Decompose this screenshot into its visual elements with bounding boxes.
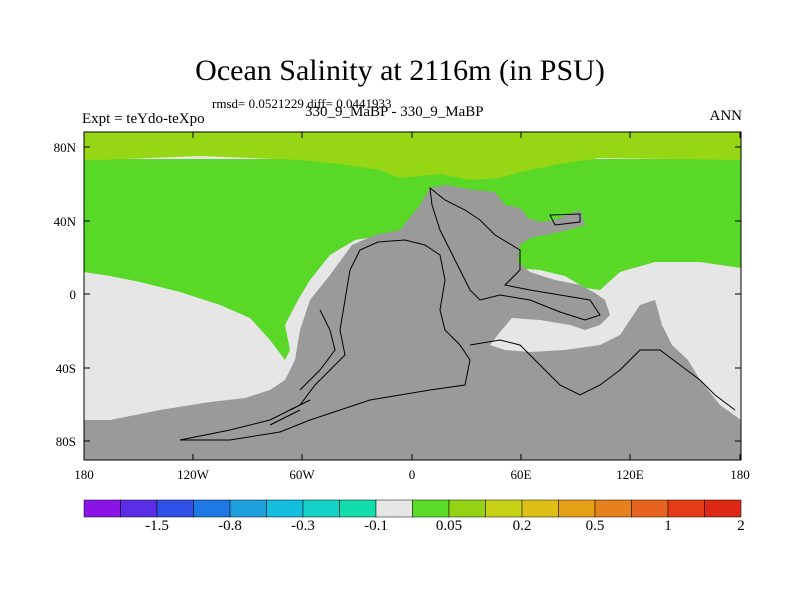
colorbar-label: -0.8 <box>218 518 242 534</box>
y-tick-label: 80S <box>55 434 76 449</box>
colorbar-label: 0.2 <box>512 518 532 534</box>
colorbar-swatch <box>558 499 596 518</box>
colorbar-swatch <box>704 499 742 518</box>
colorbar-label: -1.5 <box>145 518 169 534</box>
coastline-inner <box>269 309 336 426</box>
colorbar-label: 0.05 <box>435 518 463 534</box>
plot-title: Ocean Salinity at 2116m (in PSU) <box>195 54 605 87</box>
colorbar-swatch <box>266 499 304 518</box>
colorbar-swatch <box>156 499 194 518</box>
coastline-africa <box>469 339 736 411</box>
x-tick-label: 180 <box>74 467 94 482</box>
colorbar-label: 2 <box>737 518 745 534</box>
x-tick-label: 120E <box>616 467 644 482</box>
x-tick-label: 0 <box>408 467 416 482</box>
colorbar-swatch <box>120 499 158 518</box>
period-label: 330_9_MaBP - 330_9_MaBP <box>305 104 484 120</box>
colorbar-swatch <box>667 499 705 518</box>
colorbar-label: -0.3 <box>291 518 315 534</box>
stats-label: rmsd= 0.0521229 diff= 0.0441933 <box>212 96 392 111</box>
map-field <box>84 132 741 460</box>
tick-marks <box>83 132 741 460</box>
colorbar-swatch <box>83 499 121 518</box>
season-label: ANN <box>709 108 743 124</box>
land-mask <box>84 185 741 460</box>
experiment-label: Expt = teYdo-teXpo <box>82 111 205 127</box>
high-anomaly-band <box>84 132 741 180</box>
positive-anomaly-region <box>84 159 741 360</box>
coastline-north <box>549 213 581 226</box>
colorbar-swatch <box>521 499 559 518</box>
colorbar-swatch <box>631 499 669 518</box>
x-tick-label: 60W <box>289 467 315 482</box>
y-tick-label: 40N <box>53 214 76 229</box>
y-tick-label: 80N <box>53 140 76 155</box>
colorbar-swatch <box>375 499 413 518</box>
colorbar-swatch <box>485 499 523 518</box>
colorbar-label: -0.1 <box>364 518 388 534</box>
coastline-eurasia <box>429 186 601 321</box>
coastlines <box>179 186 736 441</box>
colorbar-swatch <box>229 499 267 518</box>
y-tick-label: 40S <box>55 361 76 376</box>
x-tick-label: 60E <box>510 467 532 482</box>
colorbar-swatch <box>448 499 486 518</box>
x-tick-label: 180 <box>730 467 750 482</box>
colorbar-swatch <box>302 499 340 518</box>
x-tick-label: 120W <box>177 467 209 482</box>
colorbar-swatch <box>594 499 632 518</box>
coastline-americas <box>179 239 471 441</box>
colorbar-swatch <box>193 499 231 518</box>
colorbar-label: 1 <box>664 518 672 534</box>
colorbar <box>83 499 742 518</box>
y-tick-label: 0 <box>69 287 77 302</box>
colorbar-label: 0.5 <box>585 518 605 534</box>
colorbar-swatch <box>339 499 377 518</box>
colorbar-swatch <box>412 499 450 518</box>
